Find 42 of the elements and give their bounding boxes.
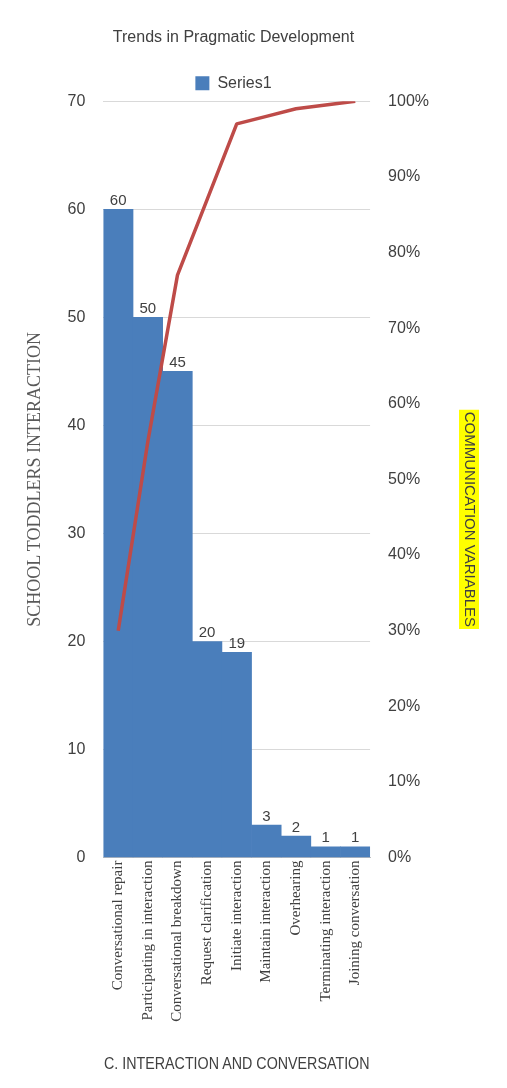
y2-tick-label: 90% <box>388 167 421 185</box>
y-tick-label: 70 <box>67 91 86 109</box>
x-tick-label: Terminating interaction <box>316 860 333 1002</box>
y2-tick-label: 40% <box>388 545 421 563</box>
y-tick-label: 0 <box>76 848 86 865</box>
data-label: 50 <box>139 298 157 316</box>
y2-axis-title: COMMUNICATION VARIABLES <box>461 411 479 628</box>
y2-tick-label: 10% <box>388 772 421 790</box>
y2-tick-label: 20% <box>388 696 421 714</box>
legend-label: Series1 <box>217 73 272 91</box>
y2-tick-label: 80% <box>388 242 421 260</box>
x-tick-label: Participating in interaction <box>138 860 155 1021</box>
data-label: 19 <box>228 633 246 651</box>
chart-title: Trends in Pragmatic Development <box>112 28 355 46</box>
y-tick-label: 40 <box>67 415 86 433</box>
x-tick-label: Conversational repair <box>109 860 126 991</box>
data-label: 2 <box>291 817 301 835</box>
x-tick-label: Initiate interaction <box>227 860 244 971</box>
y2-tick-label: 50% <box>388 469 421 487</box>
y2-tick-label: 30% <box>388 621 421 639</box>
data-label: 1 <box>351 828 360 846</box>
y-tick-label: 50 <box>67 307 86 325</box>
y-tick-label: 10 <box>67 739 86 757</box>
x-axis-title: C. INTERACTION AND CONVERSATION <box>103 1054 370 1072</box>
x-tick-label: Conversational breakdown <box>168 860 185 1022</box>
y2-tick-label: 100% <box>388 91 429 109</box>
x-tick-label: Request clarification <box>198 860 215 986</box>
y2-tick-label: 70% <box>388 318 421 336</box>
data-label: 3 <box>262 806 271 824</box>
y-tick-label: 20 <box>67 631 86 649</box>
x-tick-label: Maintain interaction <box>257 860 274 983</box>
y-tick-label: 30 <box>67 523 86 541</box>
y2-tick-label: 60% <box>388 394 421 412</box>
data-label: 20 <box>198 623 216 641</box>
data-label: 45 <box>169 352 186 370</box>
y-tick-label: 60 <box>67 199 86 217</box>
data-label: 1 <box>321 828 330 846</box>
y2-tick-label: 0% <box>388 848 412 865</box>
data-label: 60 <box>109 190 127 208</box>
x-tick-label: Joining conversation <box>346 860 363 986</box>
y-axis-title: SCHOOL TODDLERS INTERACTION <box>23 332 44 627</box>
x-tick-label: Overhearing <box>286 860 303 936</box>
